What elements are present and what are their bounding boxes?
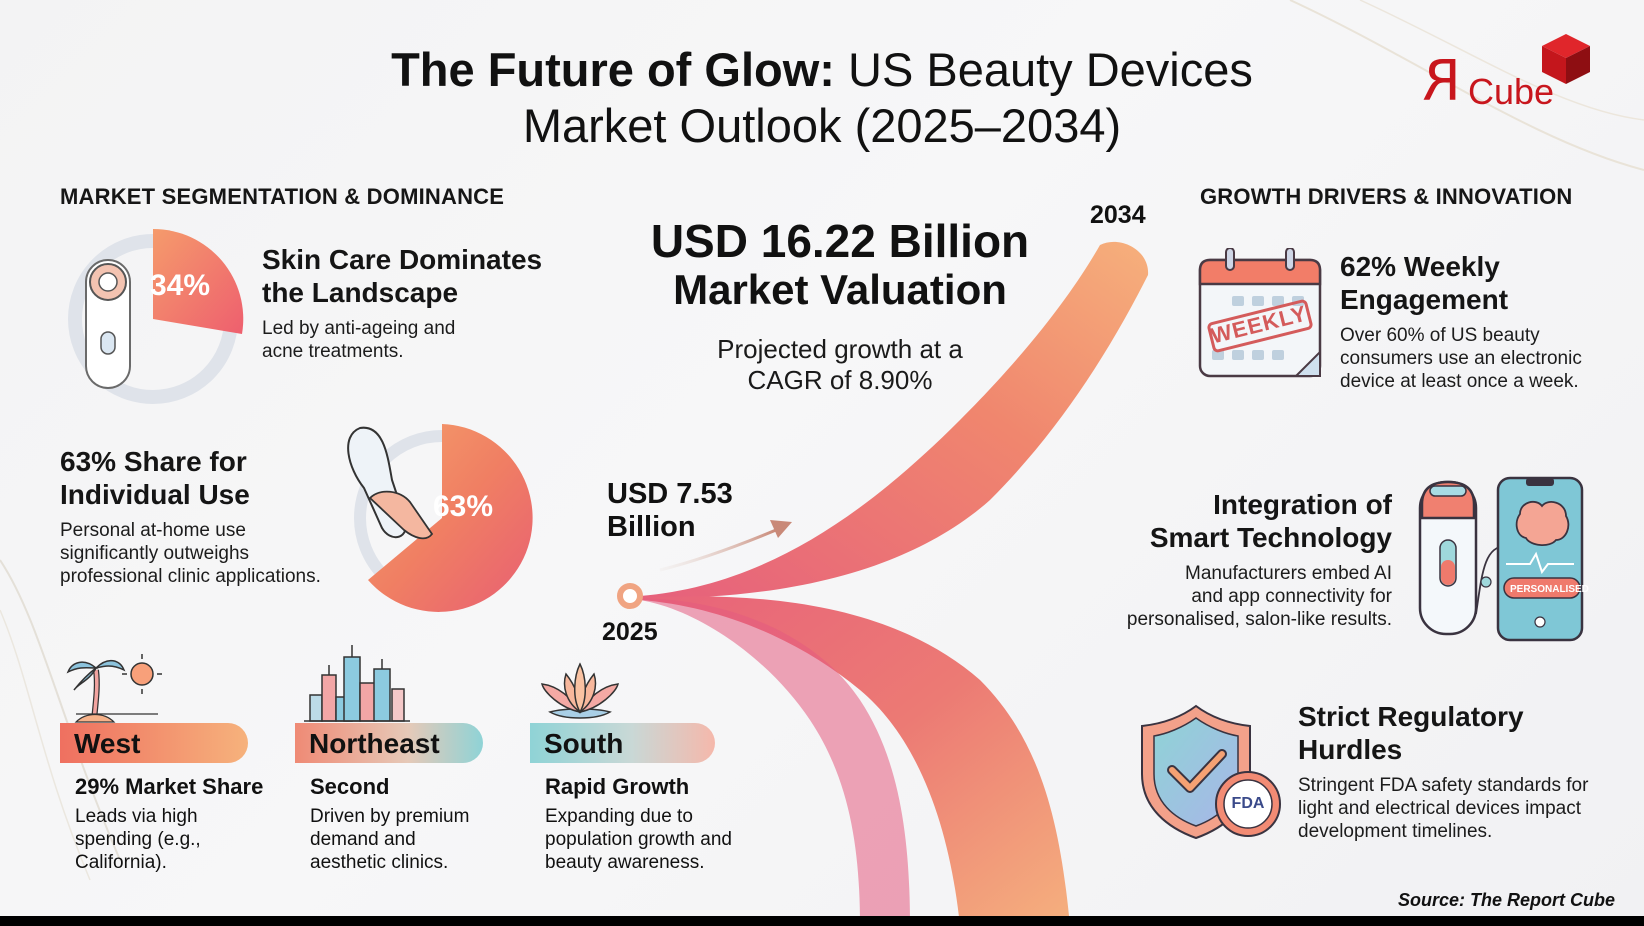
- growth-drivers-heading: GROWTH DRIVERS & INNOVATION: [1200, 184, 1573, 209]
- weekly-desc-3: device at least once a week.: [1340, 371, 1579, 392]
- smart-tech-desc-3: personalised, salon-like results.: [1126, 609, 1392, 630]
- bottom-bar: [0, 916, 1644, 926]
- weekly-calendar-icon: [1198, 248, 1322, 378]
- personalised-badge: PERSONALISED: [1510, 584, 1589, 595]
- source-credit: Source: The Report Cube: [1398, 890, 1616, 910]
- region-west-block: 29% Market Share Leads via high spending…: [75, 773, 275, 874]
- smart-tech-title: Integration of: [1213, 489, 1392, 520]
- smart-tech-desc-2: and app connectivity for: [1191, 586, 1392, 607]
- region-south-desc: Expanding due to: [545, 806, 693, 827]
- individual-use-title: 63% Share for: [60, 446, 247, 477]
- individual-use-desc-3: professional clinic applications.: [60, 566, 321, 587]
- skin-care-share-chart: [68, 228, 244, 404]
- individual-use-block: 63% Share for Individual Use Personal at…: [60, 445, 380, 588]
- skin-care-title: Skin Care Dominates: [262, 244, 543, 275]
- cagr-line1: Projected growth at a: [717, 334, 963, 364]
- report-cube-logo: R Cube: [1420, 32, 1600, 114]
- region-pill-south: South: [530, 723, 715, 763]
- region-west-desc-2: spending (e.g.,: [75, 829, 201, 850]
- regulatory-desc: Stringent FDA safety standards for: [1298, 775, 1589, 796]
- year-end: 2034: [1090, 201, 1146, 229]
- region-pill-west: West: [60, 723, 248, 763]
- individual-use-percent: 63%: [433, 490, 494, 523]
- region-northeast-block: Second Driven by premium demand and aest…: [310, 773, 510, 874]
- individual-use-share-chart: [347, 424, 533, 612]
- smart-tech-desc: Manufacturers embed AI: [1185, 563, 1392, 584]
- valuation-2034: USD 16.22 Billion: [650, 215, 1030, 267]
- valuation-label: Market Valuation: [673, 266, 1007, 313]
- cagr-line2: CAGR of 8.90%: [747, 365, 933, 395]
- regulatory-block: Strict Regulatory Hurdles Stringent FDA …: [1298, 700, 1628, 843]
- regulatory-desc-2: light and electrical devices impact: [1298, 798, 1582, 819]
- region-northeast-desc: Driven by premium: [310, 806, 470, 827]
- page-title: The Future of Glow: US Beauty Devices Ma…: [0, 42, 1644, 154]
- lotus-icon: [541, 662, 619, 719]
- year-start: 2025: [602, 618, 658, 646]
- skin-care-percent: 34%: [150, 269, 211, 302]
- city-skyline-icon: [304, 645, 410, 722]
- valuation-2025: USD 7.53 Billion: [607, 478, 733, 544]
- individual-use-desc-2: significantly outweighs: [60, 543, 250, 564]
- fda-seal: FDA: [1231, 795, 1265, 812]
- region-west-desc: Leads via high: [75, 806, 198, 827]
- weekly-block: 62% Weekly Engagement Over 60% of US bea…: [1340, 250, 1640, 393]
- logo-text: Cube: [1468, 71, 1555, 112]
- cube-icon: [1542, 34, 1590, 84]
- valuation-2025-line2: Billion: [607, 511, 696, 543]
- title-bold: The Future of Glow:: [391, 43, 835, 96]
- region-pill-northeast: Northeast: [295, 723, 483, 763]
- skin-care-desc: Led by anti-ageing and: [262, 318, 456, 339]
- skin-care-block: Skin Care Dominates the Landscape Led by…: [262, 243, 562, 363]
- individual-use-desc: Personal at-home use: [60, 520, 246, 541]
- valuation-2025-line1: USD 7.53: [607, 478, 733, 510]
- valuation-block: USD 16.22 Billion Market Valuation Proje…: [560, 216, 1120, 396]
- smart-tech-title-2: Smart Technology: [1149, 522, 1392, 553]
- weekly-desc-2: consumers use an electronic: [1340, 348, 1582, 369]
- regulatory-title: Strict Regulatory: [1298, 701, 1524, 732]
- region-northeast-desc-3: aesthetic clinics.: [310, 852, 449, 873]
- region-south-desc-2: population growth and: [545, 829, 732, 850]
- regulatory-desc-3: development timelines.: [1298, 821, 1493, 842]
- weekly-title: 62% Weekly: [1340, 251, 1500, 282]
- weekly-desc: Over 60% of US beauty: [1340, 325, 1540, 346]
- region-south-desc-3: beauty awareness.: [545, 852, 705, 873]
- regulatory-title-2: Hurdles: [1298, 734, 1403, 765]
- region-northeast-desc-2: demand and: [310, 829, 416, 850]
- region-south-block: Rapid Growth Expanding due to population…: [545, 773, 765, 874]
- title-regular: US Beauty Devices: [848, 43, 1253, 96]
- smart-tech-block: Integration of Smart Technology Manufact…: [1060, 488, 1392, 631]
- weekly-title-2: Engagement: [1340, 284, 1509, 315]
- region-northeast-subtitle: Second: [310, 774, 390, 799]
- region-west-subtitle: 29% Market Share: [75, 774, 264, 799]
- segmentation-heading: MARKET SEGMENTATION & DOMINANCE: [60, 184, 505, 209]
- individual-use-title-2: Individual Use: [60, 479, 250, 510]
- skin-care-desc-2: acne treatments.: [262, 341, 404, 362]
- region-south-subtitle: Rapid Growth: [545, 774, 690, 799]
- skin-care-title-2: the Landscape: [262, 277, 459, 308]
- smart-device-phone-icon: [1418, 476, 1584, 642]
- title-line2: Market Outlook (2025–2034): [522, 99, 1122, 152]
- region-west-desc-3: California).: [75, 852, 167, 873]
- shield-fda-icon: [1141, 704, 1281, 840]
- palm-tree-sun-icon: [66, 654, 162, 723]
